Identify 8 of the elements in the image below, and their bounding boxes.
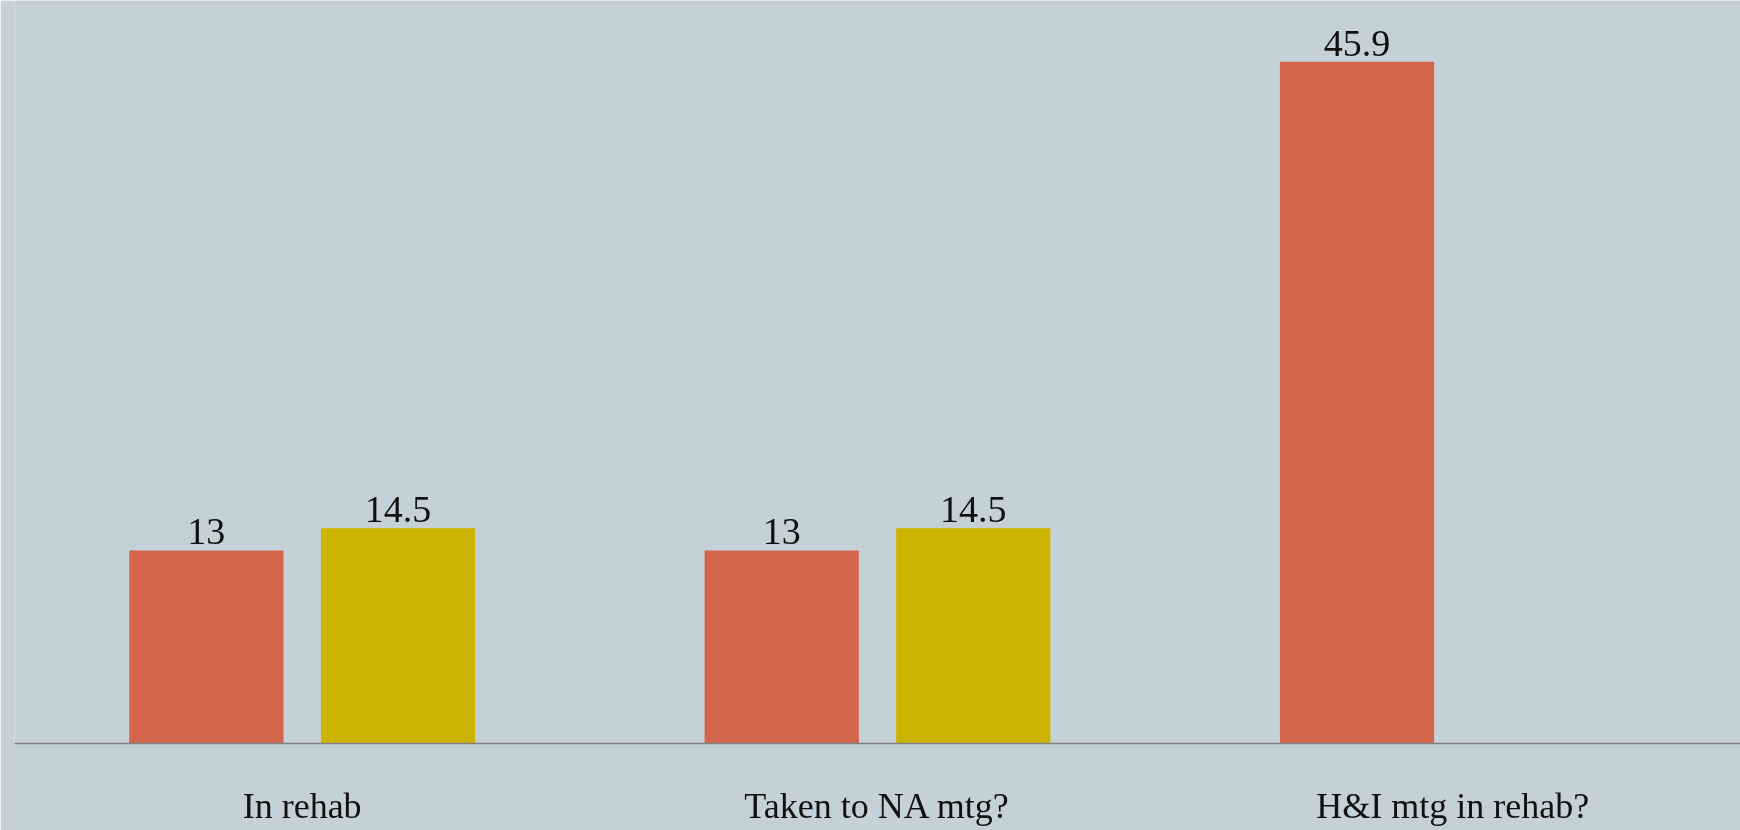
data-label: 14.5 (364, 488, 432, 531)
x-tick-label: Taken to NA mtg? (744, 785, 1009, 826)
data-label: 13 (762, 510, 801, 553)
data-label: 45.9 (1323, 21, 1391, 64)
x-tick-label: In rehab (242, 785, 362, 826)
x-tick-label: H&I mtg in rehab? (1316, 785, 1590, 826)
data-label: 14.5 (940, 488, 1007, 531)
data-label: 13 (187, 510, 226, 553)
